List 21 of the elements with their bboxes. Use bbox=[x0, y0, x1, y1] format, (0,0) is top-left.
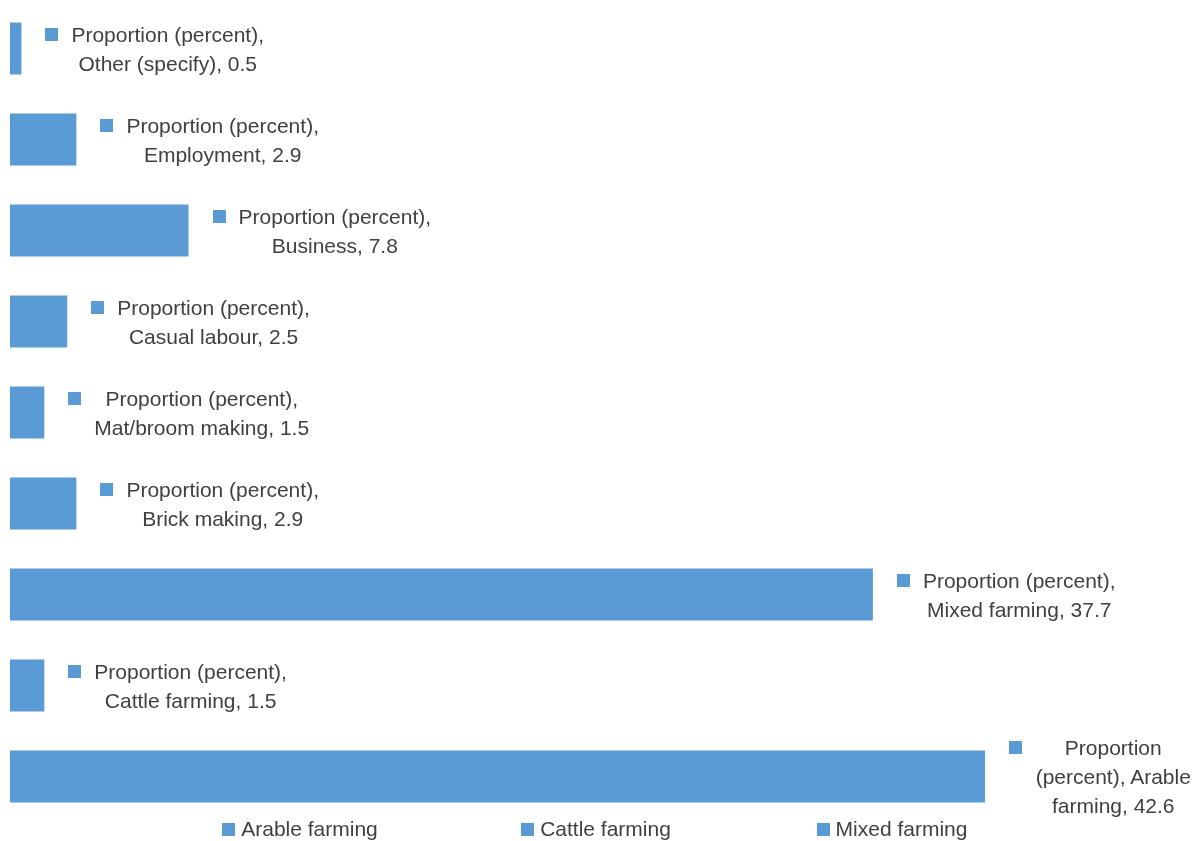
data-label: Proportion (percent), Mat/broom making, 1.5 bbox=[94, 386, 310, 439]
data-label: Proportion (percent), Employment, 2.9 bbox=[126, 113, 319, 166]
data-label: Proportion (percent), Business, 7.8 bbox=[238, 204, 432, 257]
data-label: Proportion (percent), Casual labour, 2.5 bbox=[117, 295, 310, 348]
bar bbox=[10, 659, 45, 712]
bar bbox=[10, 113, 77, 166]
annotation: Arable farming bbox=[241, 817, 378, 841]
data-label: Proportion (percent), Mixed farming, 37.7 bbox=[922, 568, 1116, 621]
bar bbox=[10, 295, 68, 348]
bar bbox=[10, 750, 986, 803]
data-label: Proportion (percent), Brick making, 2.9 bbox=[126, 477, 319, 530]
bar bbox=[10, 22, 22, 75]
bar bbox=[10, 568, 873, 621]
annotation: Cattle farming bbox=[540, 817, 671, 841]
bar bbox=[10, 477, 77, 530]
bar bbox=[10, 204, 189, 257]
annotation: Mixed farming bbox=[835, 817, 968, 841]
bar bbox=[10, 386, 45, 439]
data-label: Proportion (percent), Cattle farming, 1.5 bbox=[94, 659, 287, 712]
data-label: Proportion (percent), Arable farming, 42.6 bbox=[1035, 736, 1191, 818]
data-label: Proportion (percent), Other (specify), 0.5 bbox=[71, 22, 265, 75]
